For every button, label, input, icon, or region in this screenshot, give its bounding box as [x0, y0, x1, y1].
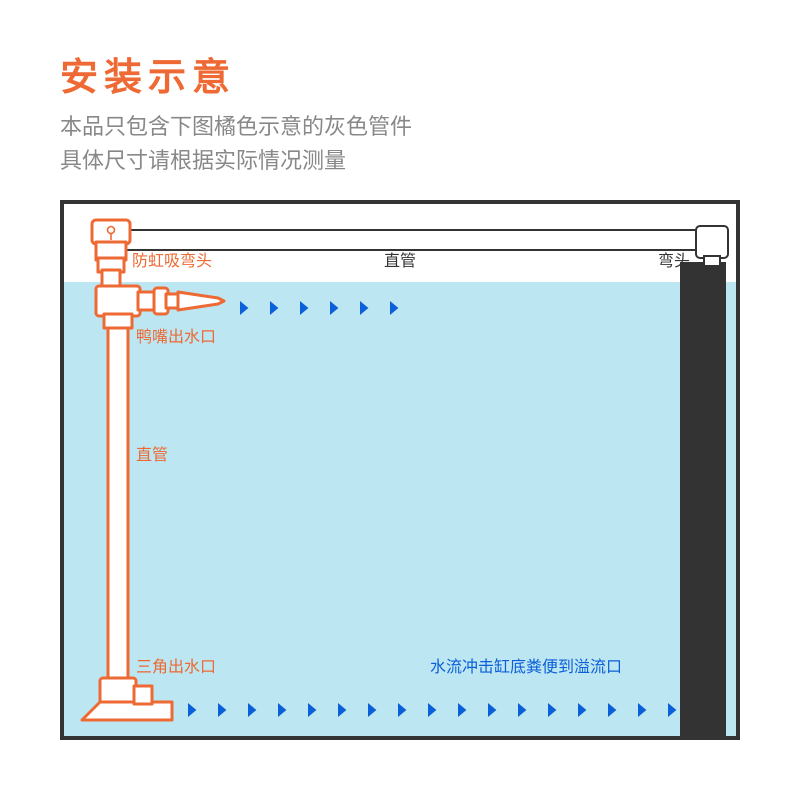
triangle-outlet [82, 702, 172, 720]
installation-diagram: 防虹吸弯头直管弯头鸭嘴出水口直管三角出水口水流冲击缸底粪便到溢流口 [60, 200, 740, 740]
diagram-label: 水流冲击缸底粪便到溢流口 [430, 657, 622, 676]
anti-siphon-top [92, 220, 130, 244]
right-elbow-drop [704, 256, 720, 266]
top-tube [108, 230, 700, 250]
bottom-outlet-stub [134, 686, 152, 704]
diagram-label: 三角出水口 [136, 658, 216, 676]
diagram-label: 鸭嘴出水口 [136, 328, 216, 346]
right-elbow [696, 226, 728, 258]
diagram-label: 直管 [136, 446, 168, 464]
t-junction [96, 286, 140, 316]
subtitle-line-1: 本品只包含下图橘色示意的灰色管件 [60, 110, 412, 144]
bottom-elbow-body [100, 678, 136, 704]
coupling-mid [104, 314, 132, 328]
subtitle-line-2: 具体尺寸请根据实际情况测量 [60, 144, 412, 178]
page-title: 安装示意 [60, 46, 236, 101]
vertical-pipe [108, 286, 128, 680]
page-subtitle: 本品只包含下图橘色示意的灰色管件 具体尺寸请根据实际情况测量 [60, 110, 412, 178]
diagram-label: 防虹吸弯头 [132, 252, 212, 270]
overflow-column [680, 262, 726, 738]
diagram-label: 直管 [384, 252, 416, 270]
diagram-label: 弯头 [658, 252, 690, 270]
